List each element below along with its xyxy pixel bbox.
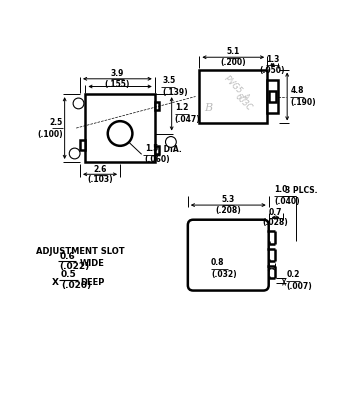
Text: (.007): (.007) [286,282,312,291]
Text: 0.2: 0.2 [286,270,300,279]
Text: (.190): (.190) [290,98,316,107]
Text: (.100): (.100) [37,130,63,139]
Text: (.028): (.028) [263,218,288,227]
Text: 1: 1 [76,99,81,108]
Text: 5.1: 5.1 [227,48,240,56]
Text: DIA.: DIA. [161,144,182,154]
Text: 0.7: 0.7 [269,208,282,217]
Bar [155,146,159,154]
Text: X: X [52,278,58,286]
Circle shape [69,148,80,159]
Text: WIDE: WIDE [80,259,105,268]
Bar [269,91,276,102]
Text: (.032): (.032) [211,270,237,279]
Text: (.047): (.047) [175,115,200,124]
Text: 2.6: 2.6 [93,164,107,174]
Bar [85,94,155,162]
Bar [199,70,267,124]
Text: 4.8: 4.8 [290,86,304,95]
Text: ADJUSTMENT SLOT: ADJUSTMENT SLOT [37,247,125,256]
Text: 1.5: 1.5 [145,144,158,153]
Text: 0.5: 0.5 [61,270,77,279]
Bar [155,102,159,110]
Text: (.155): (.155) [105,80,130,88]
Text: (.139): (.139) [162,88,188,97]
Text: (.040): (.040) [274,197,300,206]
Text: (.022): (.022) [59,262,89,271]
Text: 0.8: 0.8 [211,258,224,267]
Text: 3.9: 3.9 [111,69,124,78]
Text: DEEP: DEEP [80,278,104,286]
Text: 1.3: 1.3 [266,55,279,64]
Text: 603C: 603C [233,92,254,112]
Text: (.103): (.103) [87,175,113,184]
Text: 5.3: 5.3 [222,195,235,204]
Text: (.200): (.200) [220,58,246,67]
Text: 2.5: 2.5 [50,118,63,126]
Text: 0.6: 0.6 [59,252,75,260]
Text: (.208): (.208) [215,206,241,215]
Text: 1.0: 1.0 [274,185,287,194]
Circle shape [73,98,84,109]
Text: (.060): (.060) [145,155,170,164]
Text: 3.5: 3.5 [162,76,176,85]
Text: (.020): (.020) [61,280,91,290]
Text: 1.2: 1.2 [175,103,188,112]
Bar [80,140,85,150]
Bar [267,80,278,113]
Circle shape [108,121,132,146]
Text: 3: 3 [72,149,77,158]
Text: B: B [205,103,213,113]
Circle shape [166,136,176,147]
Text: (.050): (.050) [260,66,285,75]
Text: PVG5  A: PVG5 A [222,74,251,102]
FancyBboxPatch shape [188,220,269,290]
Text: 3 PLCS.: 3 PLCS. [285,186,317,195]
Text: 2: 2 [168,138,173,146]
